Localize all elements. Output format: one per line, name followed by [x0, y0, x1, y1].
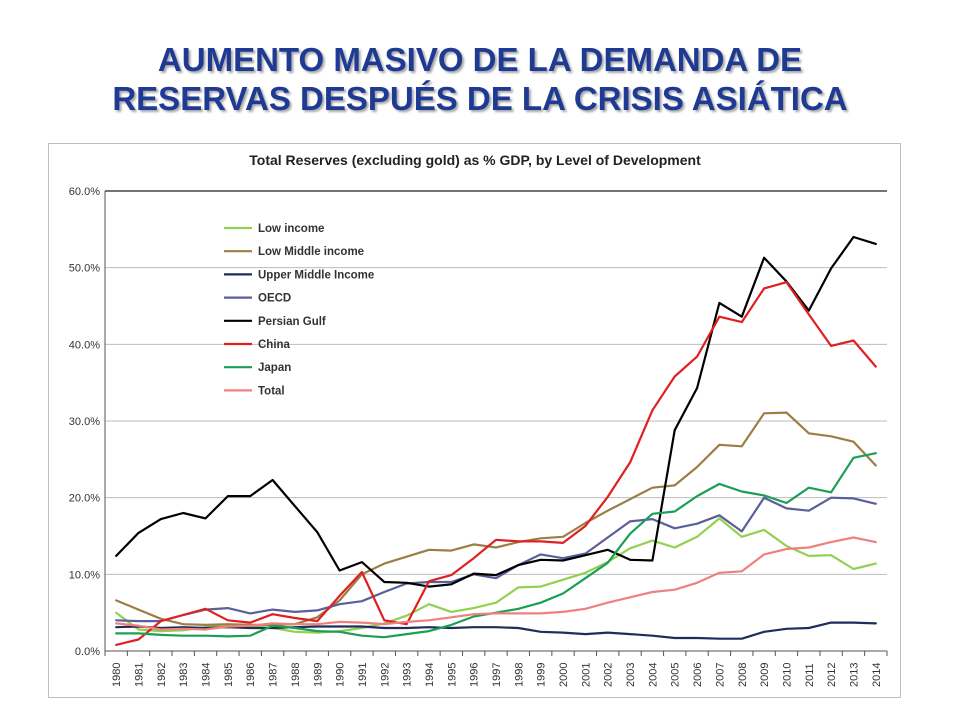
x-tick-label: 2002 [603, 663, 615, 687]
series-line-oecd [115, 496, 877, 623]
x-tick-label: 2010 [781, 663, 793, 687]
x-tick-label: 1985 [223, 663, 235, 687]
x-tick-label: 1981 [134, 663, 146, 687]
legend-label: China [258, 339, 291, 351]
slide-title: AUMENTO MASIVO DE LA DEMANDA DE RESERVAS… [0, 40, 960, 118]
x-tick-label: 2011 [804, 663, 816, 687]
legend-label: Low Middle income [258, 246, 364, 258]
x-tick-label: 1987 [268, 663, 280, 687]
x-tick-label: 1986 [245, 663, 257, 687]
x-tick-label: 1991 [357, 663, 369, 687]
x-tick-label: 2014 [871, 663, 883, 687]
legend-label: Total [258, 385, 285, 397]
legend: Low income Low Middle income Upper Middle … [224, 223, 374, 397]
series-line-china [115, 281, 877, 646]
x-tick-label: 2001 [580, 663, 592, 687]
series-lines [115, 235, 877, 646]
x-tick-label: 1980 [111, 663, 123, 687]
y-tick-label: 60.0% [69, 186, 100, 198]
series-line-total [115, 536, 877, 631]
gridlines [105, 190, 887, 652]
y-tick-label: 0.0% [75, 646, 100, 658]
x-tick-label: 2013 [848, 663, 860, 687]
x-tick-label: 2000 [558, 663, 570, 687]
x-tick-label: 1996 [469, 663, 481, 687]
legend-label: Upper Middle Income [258, 269, 374, 281]
y-tick-label: 40.0% [69, 339, 100, 351]
x-tick-label: 1988 [290, 663, 302, 687]
x-tick-label: 2012 [826, 663, 838, 687]
x-tick-label: 1993 [402, 663, 414, 687]
y-tick-label: 30.0% [69, 416, 100, 428]
series-line-persian-gulf [115, 235, 877, 588]
x-tick-label: 2003 [625, 663, 637, 687]
x-tick-label: 1998 [513, 663, 525, 687]
x-tick-label: 1982 [156, 663, 168, 687]
series-line-upper-middle-income [115, 621, 877, 640]
x-tick-label: 1983 [178, 663, 190, 687]
legend-label: OECD [258, 293, 291, 305]
x-tick-label: 2007 [714, 663, 726, 687]
chart-title: Total Reserves (excluding gold) as % GDP… [249, 152, 701, 168]
x-tick-label: 1989 [312, 663, 324, 687]
x-tick-label: 2009 [759, 663, 771, 687]
line-chart: Total Reserves (excluding gold) as % GDP… [69, 152, 888, 687]
y-tick-label: 50.0% [69, 263, 100, 275]
x-tick-label: 2005 [670, 663, 682, 687]
series-line-low-middle-income [115, 411, 877, 626]
legend-label: Persian Gulf [258, 316, 326, 328]
legend-label: Japan [258, 362, 291, 374]
axes: 0.0% 10.0% 20.0% 30.0% 40.0% 50.0% 60.0% 1980 19… [69, 186, 888, 687]
x-tick-label: 1997 [491, 663, 503, 687]
y-tick-label: 10.0% [69, 569, 100, 581]
x-tick-label: 1999 [536, 663, 548, 687]
x-tick-label: 2004 [647, 663, 659, 687]
x-tick-label: 2008 [737, 663, 749, 687]
slide-title-line1: AUMENTO MASIVO DE LA DEMANDA DE [157, 41, 803, 78]
legend-label: Low income [258, 223, 324, 235]
slide-title-line2: RESERVAS DESPUÉS DE LA CRISIS ASIÁTICA [112, 80, 848, 117]
x-tick-label: 1990 [335, 663, 347, 687]
x-tick-label: 1995 [446, 663, 458, 687]
x-tick-label: 2006 [692, 663, 704, 687]
x-tick-label: 1994 [424, 663, 436, 687]
chart-frame: Total Reserves (excluding gold) as % GDP… [48, 143, 901, 698]
x-tick-label: 1992 [379, 663, 391, 687]
y-tick-label: 20.0% [69, 493, 100, 505]
x-tick-label: 1984 [201, 663, 213, 687]
